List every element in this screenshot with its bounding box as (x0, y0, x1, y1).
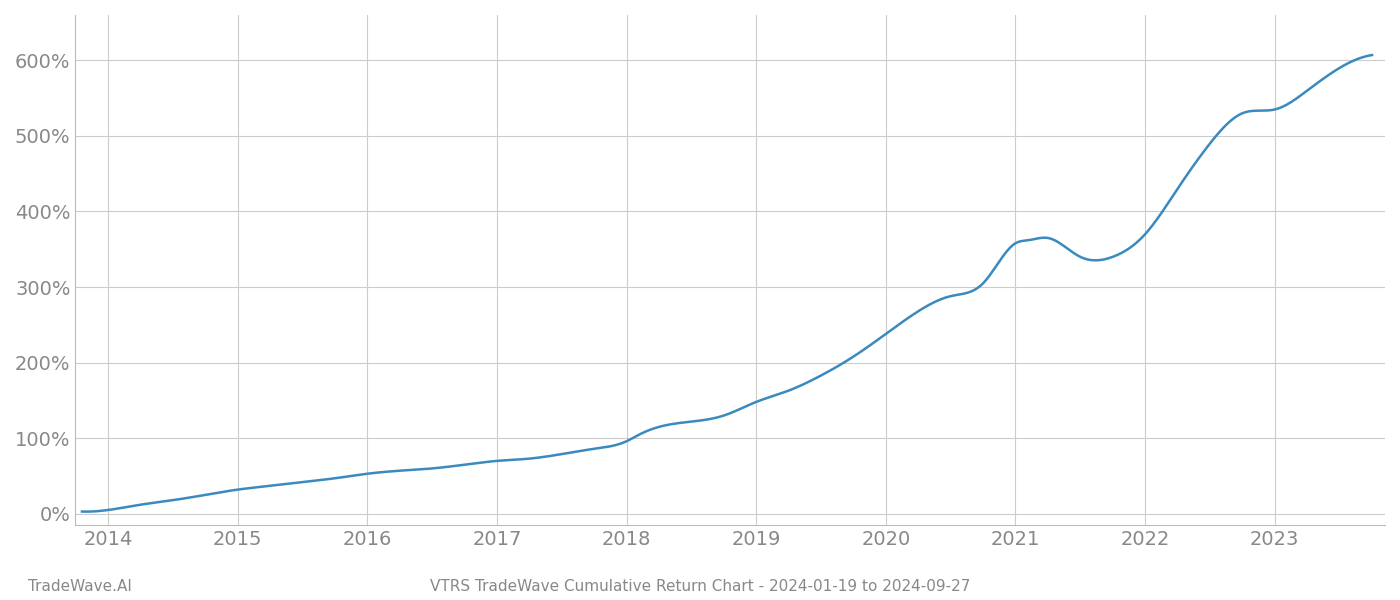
Text: TradeWave.AI: TradeWave.AI (28, 579, 132, 594)
Text: VTRS TradeWave Cumulative Return Chart - 2024-01-19 to 2024-09-27: VTRS TradeWave Cumulative Return Chart -… (430, 579, 970, 594)
